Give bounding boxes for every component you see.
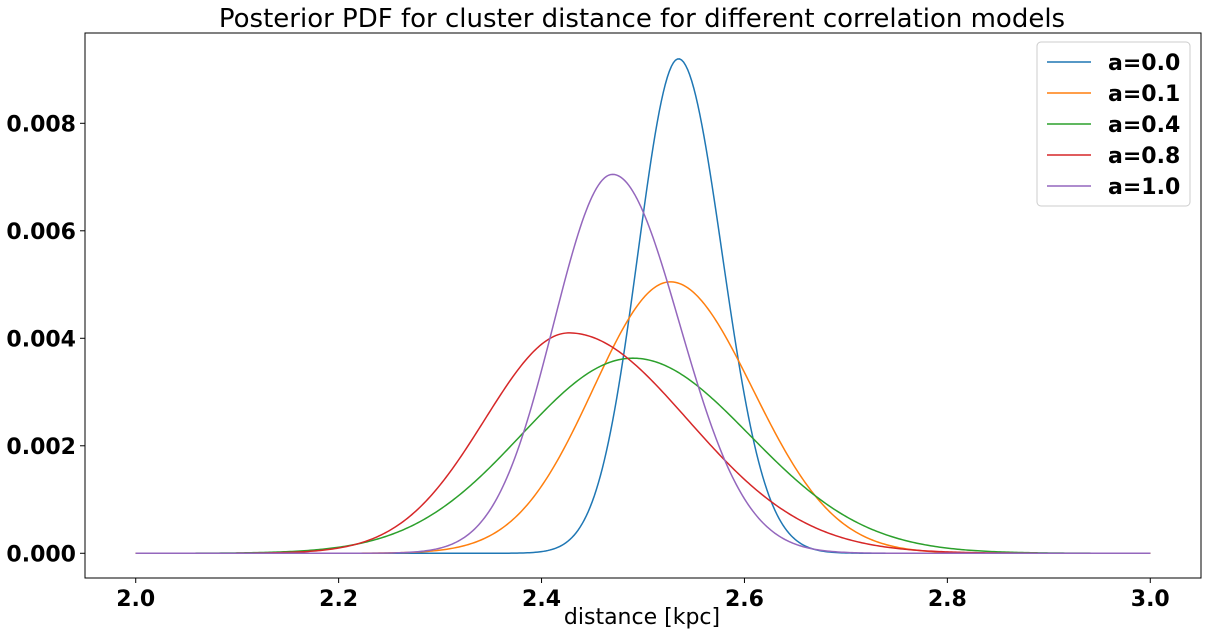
x-tick-label: 3.0 [1131, 587, 1170, 612]
x-tick-label: 2.8 [928, 587, 967, 612]
y-tick-label: 0.008 [6, 112, 76, 137]
legend-label: a=0.4 [1108, 113, 1180, 138]
x-tick-label: 2.6 [725, 587, 764, 612]
y-tick-label: 0.000 [6, 542, 76, 567]
legend-label: a=0.0 [1108, 51, 1180, 76]
series-line-3 [135, 332, 1151, 555]
series-line-1 [135, 281, 1151, 555]
y-axis: 0.000 0.002 0.004 0.006 0.008 [6, 112, 85, 567]
y-tick-label: 0.002 [6, 435, 76, 460]
x-tick-label: 2.0 [116, 587, 155, 612]
series-line-0 [135, 58, 1151, 555]
x-tick-label: 2.4 [522, 587, 561, 612]
plot-lines [135, 58, 1151, 555]
legend-box [1036, 41, 1191, 207]
plot-frame [84, 32, 1202, 579]
y-tick-label: 0.004 [6, 327, 76, 352]
series-line-4 [135, 173, 1151, 555]
legend: a=0.0 a=0.1 a=0.4 a=0.8 a=1.0 [1036, 41, 1191, 207]
legend-label: a=0.8 [1108, 144, 1180, 169]
x-tick-label: 2.2 [319, 587, 358, 612]
y-tick-label: 0.006 [6, 220, 76, 245]
x-axis-label: distance [kpc] [564, 605, 720, 630]
x-axis: 2.0 2.2 2.4 2.6 2.8 3.0 [116, 578, 1170, 612]
legend-label: a=0.1 [1108, 82, 1180, 107]
legend-label: a=1.0 [1108, 175, 1180, 200]
chart-title: Posterior PDF for cluster distance for d… [219, 4, 1065, 34]
series-line-2 [135, 357, 1151, 555]
